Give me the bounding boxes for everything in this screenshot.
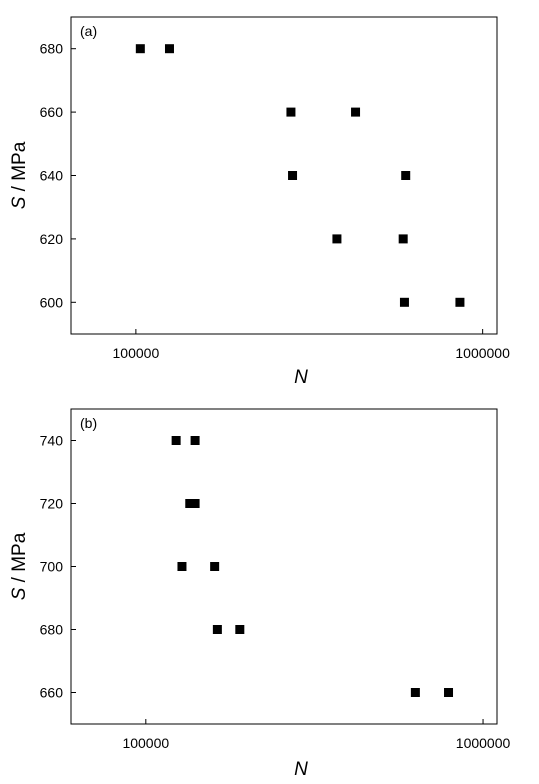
panel-b: (b) 660 680 700 720 740 100000 1000000 N S / MPa [9,408,511,780]
data-point [190,436,200,445]
data-point [401,171,411,180]
data-point [332,234,342,244]
data-point [212,625,222,634]
data-point [398,234,408,244]
y-tick-label: 680 [40,41,64,57]
data-point [210,562,220,571]
x-tick-label: 100000 [113,345,160,361]
y-axis-label: S / MPa [9,141,30,209]
y-tick-label: 680 [40,622,64,638]
data-point [455,297,465,307]
y-tick-label: 660 [40,685,64,701]
panel-label: (b) [80,415,97,431]
y-tick-label: 740 [40,433,64,449]
x-tick-label: 1000000 [455,345,510,361]
y-axis-symbol: S [9,587,30,600]
y-axis-unit: / MPa [9,141,30,196]
data-point [190,499,200,508]
data-point [185,499,195,508]
panel-a: (a) 600 620 640 660 680 100000 1000000 N S / MPa [9,16,510,388]
data-point [135,44,145,54]
data-point [410,688,420,697]
y-tick-label: 700 [40,559,64,575]
data-point [288,171,298,180]
y-axis-label: S / MPa [9,532,30,600]
y-tick-label: 620 [40,231,64,247]
y-axis-symbol: S [9,196,30,209]
data-point [351,107,361,117]
data-point [235,625,245,634]
y-tick-label: 660 [40,104,64,120]
data-point [177,562,187,571]
plot-frame [70,408,498,725]
y-axis-unit: / MPa [9,532,30,587]
data-point [444,688,454,697]
x-tick-label: 1000000 [456,735,511,751]
x-axis-label: N [294,759,308,780]
y-tick-label: 600 [40,294,64,310]
data-point [171,436,181,445]
plot-frame [70,16,498,335]
panel-label: (a) [80,23,97,39]
y-tick-label: 640 [40,168,64,184]
data-point [399,297,409,307]
data-point [164,44,174,54]
x-axis-label: N [294,367,308,388]
data-point [286,107,296,117]
y-tick-label: 720 [40,496,64,512]
x-tick-label: 100000 [122,735,169,751]
